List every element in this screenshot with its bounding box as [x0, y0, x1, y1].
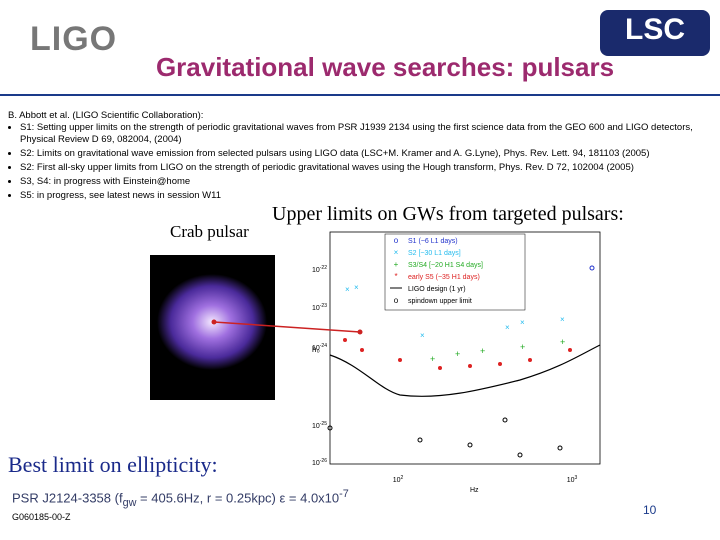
authors: B. Abbott et al. (LIGO Scientific Collab…: [8, 110, 204, 121]
doc-id: G060185-00-Z: [12, 512, 71, 522]
tick-base: 10: [567, 477, 575, 484]
tick-label: 10-26: [312, 458, 327, 467]
page-number: 10: [643, 503, 657, 517]
tick-exp: -24: [320, 343, 327, 349]
tick-label: 10-23: [312, 303, 327, 312]
svg-text:+: +: [455, 349, 460, 359]
tick-base: 10: [312, 267, 320, 274]
svg-text:+: +: [430, 354, 435, 364]
y-axis-label: h₀: [312, 345, 320, 354]
bullet: S5: in progress, see latest news in sess…: [20, 190, 710, 202]
tick-label: 102: [393, 475, 404, 484]
bullet: S1: Setting upper limits on the strength…: [20, 122, 710, 146]
legend-label: S1 (~6 L1 days): [408, 238, 458, 245]
bullet: S2: Limits on gravitational wave emissio…: [20, 148, 710, 160]
legend-label: LIGO design (1 yr): [408, 286, 466, 293]
slide-title: Gravitational wave searches: pulsars: [155, 52, 615, 82]
tick-label: 10-25: [312, 421, 327, 430]
figure-caption: Crab pulsar: [170, 222, 249, 241]
tick-exp: -22: [320, 265, 327, 271]
legend-symbol: o: [394, 296, 399, 305]
legend-symbol: o: [394, 236, 399, 245]
tick-exp: 3: [575, 475, 578, 481]
result-sub: gw: [122, 496, 137, 509]
tick-base: 10: [312, 423, 320, 430]
result-text: PSR J2124-3358 (f: [12, 490, 123, 506]
bullet: S2: First all-sky upper limits from LIGO…: [20, 162, 710, 174]
legend-symbol: *: [394, 272, 397, 281]
legend-label: early S5 (~35 H1 days): [408, 274, 480, 281]
tick-label: 103: [567, 475, 578, 484]
legend-symbol: +: [394, 260, 399, 269]
result-sup: -7: [339, 488, 349, 500]
tick-base: 10: [312, 305, 320, 312]
svg-text:+: +: [480, 346, 485, 356]
legend-box: [384, 233, 526, 311]
footer-heading: Best limit on ellipticity:: [8, 452, 218, 477]
svg-text:+: +: [520, 342, 525, 352]
result-line: PSR J2124-3358 (fgw = 405.6Hz, r = 0.25k…: [12, 488, 349, 509]
pointer-arrow: [213, 321, 361, 333]
svg-text:×: ×: [420, 331, 425, 340]
logo-ligo: LIGO: [30, 20, 118, 58]
tick-label: 10-22: [312, 265, 327, 274]
legend-label: spindown upper limit: [408, 298, 472, 305]
bullet-list: S1: Setting upper limits on the strength…: [8, 120, 710, 202]
plot-frame: [329, 231, 601, 465]
legend-label: S3/S4 [~20 H1 S4 days]: [408, 262, 483, 269]
svg-text:+: +: [560, 337, 565, 347]
tick-base: 10: [312, 345, 320, 352]
svg-text:×: ×: [354, 283, 359, 292]
tick-exp: -26: [320, 458, 327, 464]
legend-label: S2 [~30 L1 days]: [408, 250, 461, 257]
svg-text:×: ×: [505, 323, 510, 332]
x-axis-label: Hz: [470, 487, 479, 494]
legend-symbol: ×: [394, 248, 399, 257]
tick-base: 10: [393, 477, 401, 484]
plot-points: × × × × × × + + + + +: [327, 265, 595, 458]
figure-heading: Upper limits on GWs from targeted pulsar…: [272, 203, 624, 225]
tick-label: 10-24: [312, 343, 327, 352]
logo-lsc: LSC: [600, 10, 710, 56]
pointer-end: [211, 319, 217, 325]
pointer-end: [357, 329, 363, 335]
tick-base: 10: [312, 460, 320, 467]
tick-exp: 2: [401, 475, 404, 481]
tick-exp: -23: [320, 303, 327, 309]
svg-text:×: ×: [345, 285, 350, 294]
result-text: = 405.6Hz, r = 0.25kpc) ε = 4.0x10: [136, 490, 340, 506]
tick-exp: -25: [320, 421, 327, 427]
svg-text:×: ×: [520, 318, 525, 327]
title-rule: [0, 94, 720, 96]
design-curve: [329, 344, 601, 397]
bullet: S3, S4: in progress with Einstein@home: [20, 176, 710, 188]
svg-text:×: ×: [560, 315, 565, 324]
